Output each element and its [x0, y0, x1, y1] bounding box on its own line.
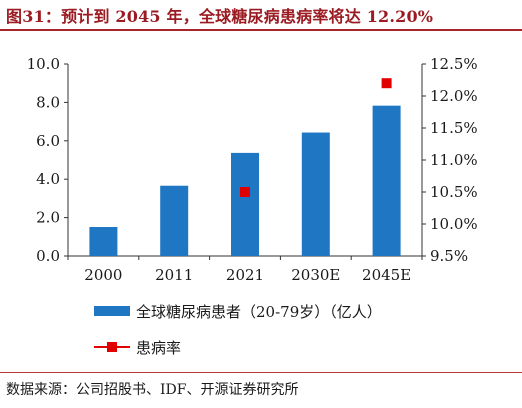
x-axis-tick-label: 2045E: [362, 266, 411, 284]
legend-bar-swatch: [94, 306, 130, 316]
right-axis-tick-label: 10.5%: [430, 183, 478, 201]
x-axis-tick-label: 2021: [226, 266, 264, 284]
left-axis-tick-label: 2.0: [36, 209, 60, 227]
chart-axes: 0.0 2.0 4.0 6.0 8.0 10.0 9.5% 10.0% 10.5% 11.0% 11…: [27, 55, 478, 284]
legend-marker-swatch: [107, 342, 117, 352]
right-axis-tick-label: 12.5%: [430, 55, 478, 73]
x-axis-tick-label: 2030E: [291, 266, 340, 284]
x-axis-tick-label: 2000: [84, 266, 122, 284]
legend-marker-label: 患病率: [136, 339, 181, 357]
bar: [301, 132, 330, 256]
title-divider: [0, 29, 522, 31]
source-divider: [0, 372, 522, 373]
rate-markers: [240, 78, 392, 197]
chart-title: 图31：预计到 2045 年，全球糖尿病患病率将达 12.20%: [6, 7, 434, 26]
legend: 全球糖尿病患者（20-79岁）（亿人） 患病率: [94, 303, 382, 357]
left-axis-tick-label: 4.0: [36, 170, 60, 188]
bar-series: [89, 105, 401, 256]
bar: [89, 227, 118, 256]
x-axis-tick-label: 2011: [155, 266, 193, 284]
bar: [160, 185, 189, 256]
right-axis-tick-label: 9.5%: [430, 247, 468, 265]
left-axis-tick-label: 6.0: [36, 132, 60, 150]
source-note: 数据来源：公司招股书、IDF、开源证券研究所: [6, 382, 299, 398]
rate-marker: [240, 187, 250, 197]
rate-marker: [381, 78, 392, 89]
left-axis-tick-label: 10.0: [27, 55, 60, 73]
right-axis-tick-label: 12.0%: [430, 87, 478, 105]
bar: [231, 152, 259, 256]
left-axis-tick-label: 0.0: [36, 247, 60, 265]
right-axis-tick-label: 10.0%: [430, 215, 478, 233]
right-axis-tick-label: 11.5%: [430, 119, 478, 137]
right-axis-tick-label: 11.0%: [430, 151, 478, 169]
left-axis-tick-label: 8.0: [36, 93, 60, 111]
bar: [372, 105, 401, 256]
legend-bar-label: 全球糖尿病患者（20-79岁）（亿人）: [136, 303, 382, 321]
